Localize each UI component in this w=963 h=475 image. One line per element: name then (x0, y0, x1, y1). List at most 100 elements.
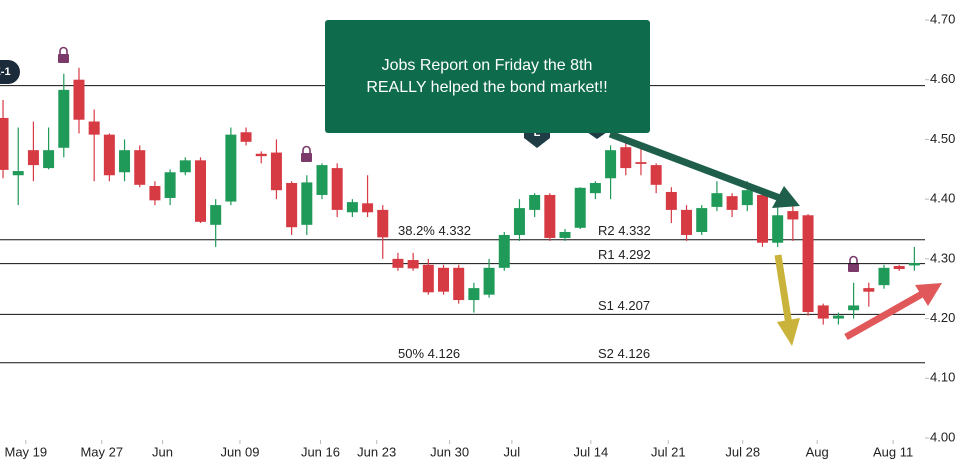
y-tick-label: 4.60 (930, 71, 955, 86)
candle-body (665, 191, 677, 210)
candle-body (301, 182, 313, 225)
y-tick-label: 4.40 (930, 191, 955, 206)
candle-body (103, 134, 115, 176)
candle-body (453, 267, 465, 301)
candle-body (58, 89, 70, 148)
candle-body (316, 165, 328, 195)
callout: Jobs Report on Friday the 8th REALLY hel… (325, 20, 650, 133)
candle-body (711, 193, 723, 207)
candle-body (513, 208, 525, 235)
y-tick-label: 4.70 (930, 11, 955, 26)
candle-body (832, 315, 844, 319)
candle-body (164, 172, 176, 198)
arrow-head (772, 186, 800, 208)
x-tick-label: May 27 (80, 444, 123, 459)
candle-body (529, 194, 541, 210)
candle-body (255, 153, 267, 157)
candle-body (88, 121, 100, 135)
y-tick-label: 4.50 (930, 131, 955, 146)
candle-body (498, 234, 510, 268)
x-tick-label: Jun 30 (430, 444, 469, 459)
x-tick-label: Jun 16 (301, 444, 340, 459)
event-badge (0, 60, 20, 84)
candle-body (893, 266, 905, 270)
candle-body (392, 258, 404, 268)
candle-body (194, 160, 206, 222)
candle-body (483, 267, 495, 295)
x-tick-label: Jun 09 (220, 444, 259, 459)
candle-body (225, 134, 237, 202)
callout-box (325, 20, 650, 133)
axes: 4.00 4.10 4.20 4.30 4.40 4.50 4.60 4.70 May 19 Ma… (5, 11, 956, 459)
candle-body (878, 267, 890, 286)
candle-body (0, 117, 9, 170)
candle-body (681, 209, 693, 235)
candle-body (908, 263, 920, 266)
candle-body (650, 165, 662, 185)
x-tick-label: Jun (152, 444, 173, 459)
candle-body (210, 205, 222, 225)
x-tick-label: Aug 11 (873, 444, 913, 459)
x-tick-label: Jun 23 (357, 444, 396, 459)
arrow (608, 130, 782, 202)
candle-body (802, 215, 814, 313)
candle-body (362, 203, 374, 213)
level-label: S1 4.207 (598, 298, 650, 313)
level-label: R1 4.292 (598, 247, 651, 262)
level-label: R2 4.332 (598, 223, 651, 238)
arrow (844, 290, 924, 341)
levels: 38.2% 4.332 R2 4.332 R1 4.292 S1 4.207 50% 4… (0, 85, 925, 364)
x-tick-label: Aug (806, 444, 829, 459)
candle-body (574, 187, 586, 228)
candle-body (559, 231, 571, 238)
candle-body (741, 190, 753, 206)
y-tick-label: 4.30 (930, 250, 955, 265)
candle-body (726, 196, 738, 210)
x-tick-label: Jul (504, 444, 521, 459)
x-tick-label: Jul 21 (651, 444, 686, 459)
candle-body (270, 152, 282, 191)
candle-body (848, 305, 860, 311)
candle-body (407, 260, 419, 269)
x-tick-label: Jul 28 (725, 444, 760, 459)
callout-text: REALLY helped the bond market!! (366, 79, 607, 96)
y-tick-label: 4.20 (930, 310, 955, 325)
candle-body (149, 186, 161, 201)
arrow-head (777, 318, 800, 346)
arrow (774, 254, 793, 326)
event-label: E-1 (0, 66, 11, 78)
y-tick-label: 4.10 (930, 370, 955, 385)
candle-body (119, 150, 131, 173)
candle-body (863, 288, 875, 292)
candle-body (817, 305, 829, 319)
candle-body (134, 150, 146, 185)
candle-body (12, 171, 24, 176)
candle-body (772, 215, 784, 243)
arrows (608, 130, 942, 346)
candle-body (696, 208, 708, 232)
candle-body (73, 79, 85, 120)
candle-body (438, 267, 450, 292)
candle-body (468, 288, 480, 301)
candle-body (346, 202, 358, 213)
candle-body (787, 211, 799, 220)
candle-body (635, 162, 647, 164)
candle-body (422, 264, 434, 293)
candles (0, 67, 920, 325)
candle-body (179, 160, 191, 173)
level-label: 50% 4.126 (398, 346, 460, 361)
x-tick-label: Jul 14 (573, 444, 608, 459)
candle-body (605, 150, 617, 179)
candle-body (544, 194, 556, 238)
level-label: 38.2% 4.332 (398, 223, 471, 238)
candle-body (240, 132, 252, 142)
candle-body (756, 194, 768, 243)
y-tick-label: 4.00 (930, 429, 955, 444)
candle-body (27, 150, 39, 166)
candle-body (589, 183, 601, 194)
candle-body (286, 183, 298, 228)
x-tick-label: May 19 (5, 444, 48, 459)
candle-body (331, 168, 343, 210)
candle-body (377, 209, 389, 238)
